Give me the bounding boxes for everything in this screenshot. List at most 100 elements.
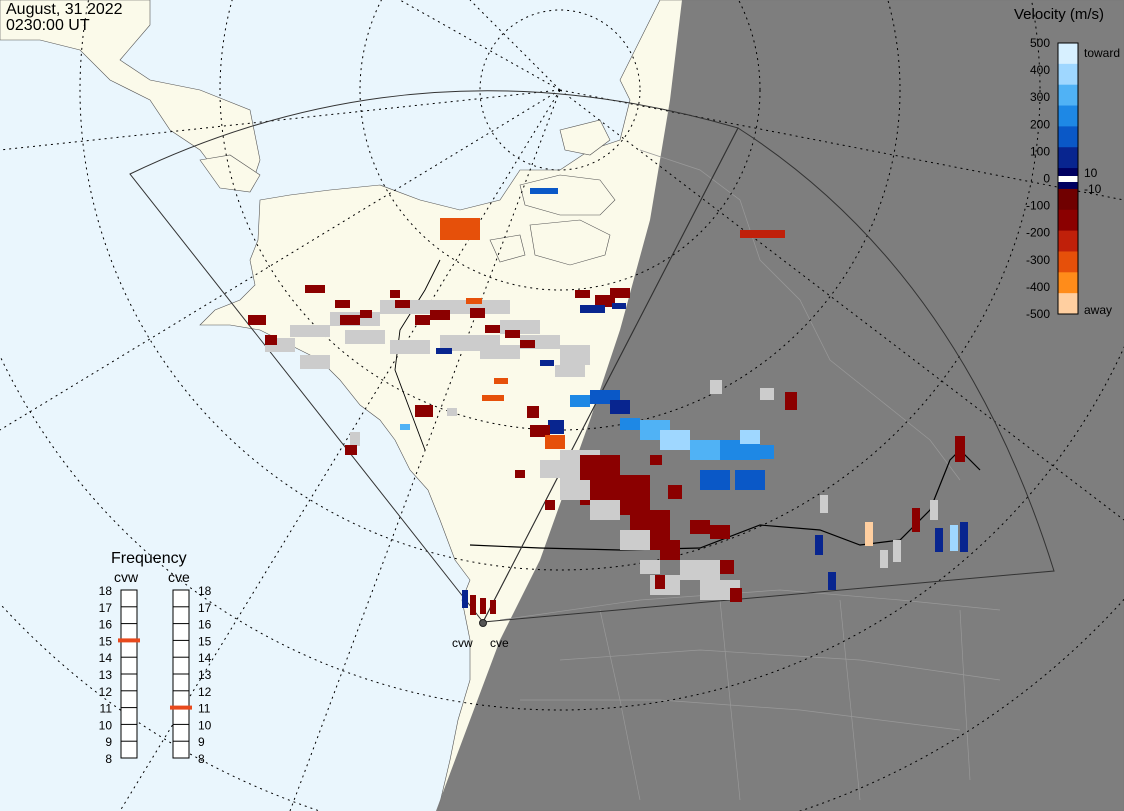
velocity-color-segment <box>1058 293 1078 315</box>
cve-frequency-label: cve <box>168 569 190 585</box>
cve-frequency-tick-label: 13 <box>198 668 212 682</box>
scatter-cell <box>620 530 650 550</box>
scatter-cell <box>950 525 958 551</box>
frequency-title: Frequency <box>111 550 187 567</box>
velocity-tick-label: 500 <box>1030 36 1050 50</box>
velocity-color-segment <box>1058 230 1078 252</box>
velocity-tick-label: 200 <box>1030 117 1050 131</box>
scatter-cell <box>828 572 836 590</box>
scatter-cell <box>470 595 476 615</box>
velocity-tick-label: 100 <box>1030 144 1050 158</box>
velocity-color-segment <box>1058 63 1078 86</box>
night-boundaries <box>499 149 1001 801</box>
frequency-scales: 18 18 17 17 16 16 15 15 14 14 13 13 12 12 11 11 10 10 9 9 8 8 <box>99 584 212 766</box>
scatter-cell <box>520 340 535 348</box>
radar-fov-outlines <box>129 90 1055 623</box>
scatter-cell <box>490 600 496 614</box>
scatter-cell <box>880 550 888 568</box>
scatter-cell <box>305 285 325 293</box>
scatter-cell <box>505 330 520 338</box>
scatter-cell <box>660 430 690 450</box>
velocity-tick-label: -300 <box>1026 253 1050 267</box>
scatter-cell <box>555 365 585 377</box>
scatter-cell <box>912 508 920 532</box>
radar-scatter-cells <box>248 188 968 615</box>
cvw-frequency-tick-label: 16 <box>99 618 113 632</box>
scatter-cell <box>290 325 330 337</box>
scatter-cell <box>415 315 430 325</box>
scatter-cell <box>650 455 662 465</box>
scatter-cell <box>720 440 760 460</box>
cve-frequency-tick-label: 10 <box>198 718 212 732</box>
velocity-color-segment <box>1058 43 1078 65</box>
scatter-cell <box>360 310 372 318</box>
scatter-cell <box>935 528 943 552</box>
scatter-cell <box>740 430 760 444</box>
arctic-island-4 <box>559 119 611 156</box>
toward-label: toward <box>1084 46 1120 60</box>
cvw-frequency-label: cvw <box>114 569 139 585</box>
site-label-cvw: cvw <box>452 636 473 650</box>
velocity-color-segment <box>1058 84 1078 107</box>
scatter-cell <box>395 300 410 308</box>
scatter-cell <box>580 305 605 313</box>
velocity-tick-label: -400 <box>1026 280 1050 294</box>
cvw-frequency-tick-label: 13 <box>99 668 113 682</box>
cve-frequency-tick-label: 14 <box>198 651 212 665</box>
scatter-cell <box>345 445 357 455</box>
scatter-cell <box>700 470 730 490</box>
cvw-frequency-tick-label: 17 <box>99 601 113 615</box>
scatter-cell <box>955 436 965 462</box>
scatter-cell <box>470 308 485 318</box>
scatter-cell <box>690 520 710 534</box>
cvw-frequency-tick-label: 10 <box>99 718 113 732</box>
scatter-cell <box>430 310 450 320</box>
cvw-frequency-tick-label: 9 <box>105 735 112 749</box>
scatter-cell <box>655 575 665 589</box>
arctic-island-5 <box>199 154 261 193</box>
velocity-tick-label: 0 <box>1043 172 1050 186</box>
velocity-color-segment <box>1058 188 1078 211</box>
cvw-frequency-tick-label: 15 <box>99 634 113 648</box>
scatter-cell <box>680 560 720 580</box>
cve-frequency-tick-label: 12 <box>198 685 212 699</box>
scatter-cell <box>893 540 901 562</box>
scatter-cell <box>265 335 277 345</box>
scatter-cell <box>612 303 626 309</box>
velocity-tick-labels: 500 400 300 200 100 0 -100 -200 -300 -400 -500 <box>1026 36 1050 321</box>
cve-frequency-tick-label: 18 <box>198 584 212 598</box>
scatter-cell <box>610 288 630 298</box>
scatter-cell <box>527 406 539 418</box>
cve-frequency-tick-label: 16 <box>198 618 212 632</box>
scatter-cell <box>760 388 774 400</box>
us-canada-border <box>469 449 981 551</box>
scatter-cell <box>515 470 525 478</box>
cvw-fov <box>129 90 739 623</box>
scatter-cell <box>335 300 350 308</box>
scatter-cell <box>530 425 550 437</box>
velocity-bar-frame <box>1057 42 1079 315</box>
scatter-cell <box>480 598 486 614</box>
scatter-cell <box>620 418 640 430</box>
velocity-color-segment <box>1058 272 1078 294</box>
velocity-color-bar <box>1057 42 1079 315</box>
cve-frequency-tick-label: 11 <box>198 702 211 716</box>
scatter-cell <box>482 395 504 401</box>
scatter-cell <box>710 380 722 394</box>
cvw-frequency-tick-label: 18 <box>99 584 113 598</box>
scatter-cell <box>340 315 360 325</box>
cvw-frequency-tick-label: 14 <box>99 651 113 665</box>
scatter-cell <box>740 230 785 238</box>
scatter-cell <box>575 290 590 298</box>
date-label: August, 31 2022 <box>6 1 123 18</box>
scatter-cell <box>660 540 680 560</box>
negative-threshold-label: -10 <box>1084 182 1102 196</box>
velocity-color-segment <box>1058 209 1078 232</box>
scatter-cell <box>530 188 558 194</box>
scatter-cell <box>930 500 938 520</box>
cve-frequency-tick-label: 8 <box>198 752 205 766</box>
velocity-legend-title: Velocity (m/s) <box>1014 6 1105 23</box>
scatter-cell <box>720 560 734 574</box>
